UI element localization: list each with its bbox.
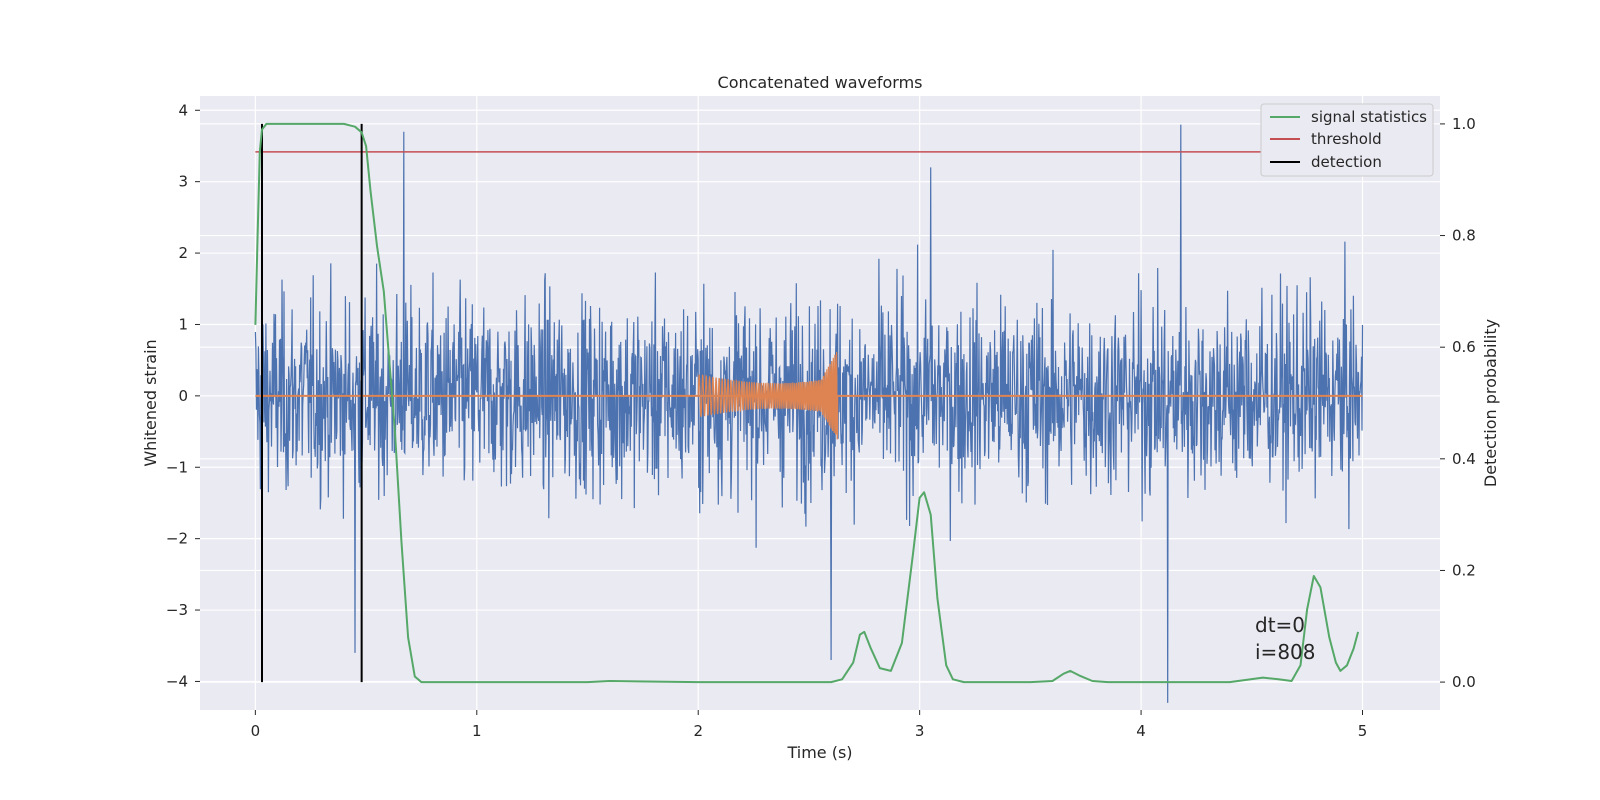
y-tick-label: 0 [178, 387, 188, 405]
x-axis-label: Time (s) [786, 743, 852, 762]
y2-tick-label: 0.6 [1452, 338, 1476, 356]
y-axis-label: Whitened strain [141, 339, 160, 466]
series-layer [254, 122, 1364, 703]
y-tick-label: −2 [166, 530, 188, 548]
y-tick-label: 4 [178, 101, 188, 119]
annotation-dt: dt=0 [1255, 613, 1305, 637]
y-tick-label: −1 [166, 458, 188, 476]
x-tick-label: 5 [1358, 722, 1368, 740]
series-signal-statistics [254, 122, 1360, 684]
y-tick-label: −4 [166, 672, 188, 690]
x-tick-label: 1 [472, 722, 482, 740]
y2-tick-label: 0.4 [1452, 450, 1476, 468]
annotation-index: i=808 [1255, 640, 1316, 664]
legend-label-detection: detection [1311, 153, 1382, 171]
series-whitened-strain [254, 124, 1364, 703]
legend-label-signal: signal statistics [1311, 108, 1427, 126]
y-tick-label: 2 [178, 244, 188, 262]
y-tick-label: 1 [178, 315, 188, 333]
legend-label-threshold: threshold [1311, 130, 1382, 148]
y-tick-label: −3 [166, 601, 188, 619]
y2-tick-label: 0.0 [1452, 673, 1476, 691]
y2-tick-label: 0.8 [1452, 227, 1476, 245]
legend: signal statistics threshold detection [1260, 103, 1434, 177]
chart-title: Concatenated waveforms [718, 73, 923, 92]
y2-axis-label: Detection probability [1481, 319, 1500, 487]
legend-box [1260, 103, 1434, 177]
y2-tick-label: 0.2 [1452, 561, 1476, 579]
ticks: 0 1 2 3 4 5 −4 −3 −2 −1 0 1 2 3 4 0.0 0.2 0.4 0.6 0.8 1.0 [166, 101, 1476, 740]
y-tick-label: 3 [178, 173, 188, 191]
series-injected-signal [697, 351, 839, 440]
x-tick-label: 2 [693, 722, 703, 740]
x-tick-label: 0 [251, 722, 261, 740]
y2-tick-label: 1.0 [1452, 115, 1476, 133]
x-tick-label: 3 [915, 722, 925, 740]
x-tick-label: 4 [1136, 722, 1146, 740]
